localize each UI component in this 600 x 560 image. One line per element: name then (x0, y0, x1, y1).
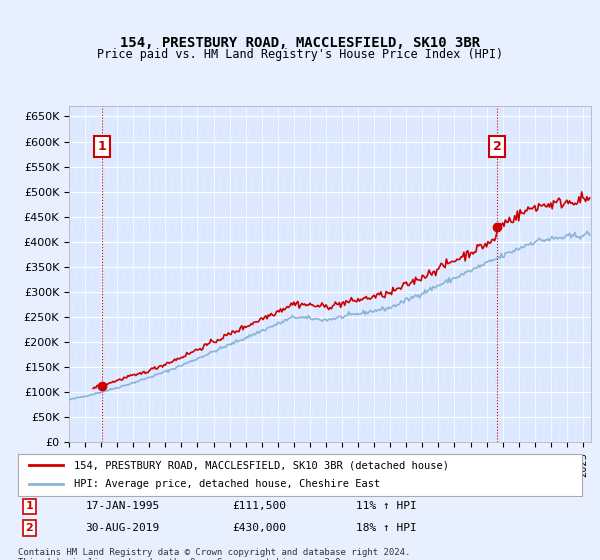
Text: 1: 1 (25, 501, 33, 511)
Text: 17-JAN-1995: 17-JAN-1995 (86, 501, 160, 511)
Text: 30-AUG-2019: 30-AUG-2019 (86, 523, 160, 533)
Text: Contains HM Land Registry data © Crown copyright and database right 2024.
This d: Contains HM Land Registry data © Crown c… (18, 548, 410, 560)
Text: £430,000: £430,000 (232, 523, 286, 533)
Text: £111,500: £111,500 (232, 501, 286, 511)
Text: 1: 1 (97, 140, 106, 153)
Text: 154, PRESTBURY ROAD, MACCLESFIELD, SK10 3BR: 154, PRESTBURY ROAD, MACCLESFIELD, SK10 … (120, 36, 480, 50)
Text: 2: 2 (25, 523, 33, 533)
Text: 154, PRESTBURY ROAD, MACCLESFIELD, SK10 3BR (detached house): 154, PRESTBURY ROAD, MACCLESFIELD, SK10 … (74, 460, 449, 470)
Text: HPI: Average price, detached house, Cheshire East: HPI: Average price, detached house, Ches… (74, 479, 380, 489)
Text: 18% ↑ HPI: 18% ↑ HPI (356, 523, 417, 533)
Text: 2: 2 (493, 140, 502, 153)
Text: Price paid vs. HM Land Registry's House Price Index (HPI): Price paid vs. HM Land Registry's House … (97, 48, 503, 60)
Text: 11% ↑ HPI: 11% ↑ HPI (356, 501, 417, 511)
